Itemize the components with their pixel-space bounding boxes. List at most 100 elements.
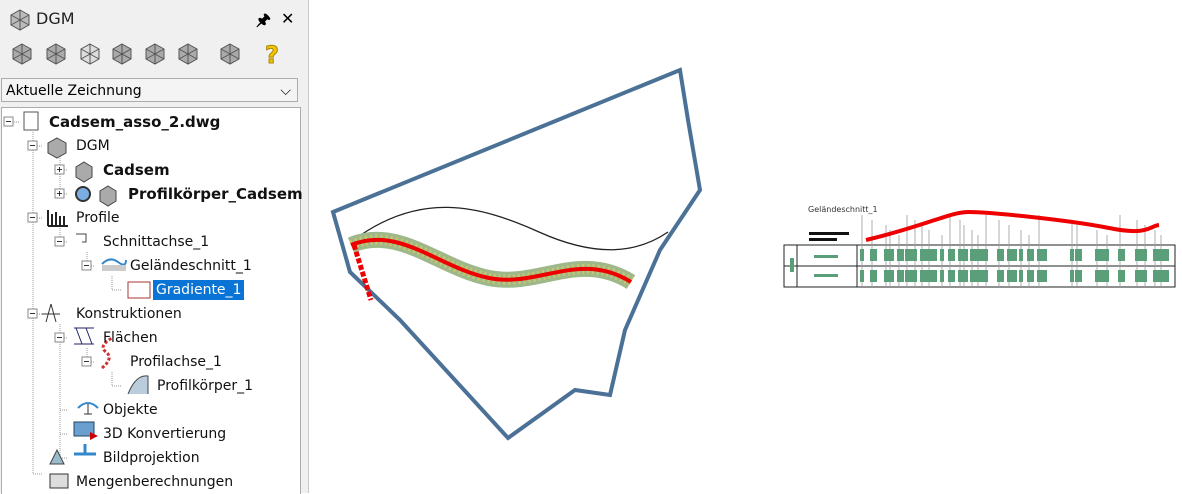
band-block — [927, 249, 937, 261]
drawing-dropdown[interactable]: Aktuelle Zeichnung ⌵ — [1, 78, 298, 102]
tree-lines — [3, 111, 151, 489]
band-block — [860, 270, 864, 282]
tree-item[interactable]: Cadsem — [103, 161, 170, 179]
profile-label: Geländeschnitt_1 — [808, 205, 878, 214]
band-marker — [814, 274, 838, 277]
profile-band — [783, 215, 1176, 288]
band-block — [970, 249, 977, 261]
band-block — [927, 270, 937, 282]
tree-item[interactable]: DGM — [76, 138, 110, 154]
band-block — [1159, 249, 1169, 261]
tool-icon-lines — [12, 44, 32, 64]
tree-item[interactable]: Bildprojektion — [103, 450, 200, 466]
panel-title: DGM — [36, 9, 75, 28]
tree-item[interactable]: Flächen — [103, 330, 158, 346]
band-block — [976, 270, 986, 282]
tool-icon-lines — [145, 44, 165, 64]
band-block — [1037, 249, 1047, 261]
tree-item[interactable]: Schnittachse_1 — [103, 234, 210, 250]
band-block — [1159, 270, 1169, 282]
band-block — [1019, 249, 1023, 261]
tree-item[interactable]: Profilkörper_1 — [157, 378, 254, 394]
band-block — [1118, 270, 1125, 282]
band-block — [1070, 249, 1074, 261]
band-block — [1143, 249, 1147, 261]
tool-icon-lines — [112, 44, 132, 64]
band-block — [976, 249, 986, 261]
band-block — [1105, 249, 1109, 261]
close-button[interactable]: ✕ — [281, 9, 295, 28]
band-block — [962, 270, 966, 282]
band-marker — [790, 258, 794, 272]
band-block — [888, 249, 892, 261]
band-block — [997, 249, 1004, 261]
band-block — [948, 249, 955, 261]
toolbar-button[interactable] — [78, 42, 102, 66]
band-block — [1007, 249, 1017, 261]
legend-bar — [809, 232, 849, 235]
tree-item[interactable]: 3D Konvertierung — [103, 426, 227, 442]
band-block — [997, 270, 1004, 282]
help-icon: ? — [265, 42, 279, 66]
band-block — [870, 249, 877, 261]
band-block — [1037, 270, 1047, 282]
start-section — [351, 244, 374, 301]
band-block — [913, 249, 917, 261]
toolbar-button[interactable] — [143, 42, 167, 66]
band-block — [1135, 270, 1145, 282]
toolbar-button[interactable] — [176, 42, 200, 66]
band-block — [860, 249, 864, 261]
cad-viewport: Geländeschnitt_1 — [330, 67, 1176, 441]
band-block — [1135, 249, 1145, 261]
tree-item[interactable]: Geländeschnitt_1 — [130, 258, 252, 274]
band-block — [940, 270, 944, 282]
band-marker — [814, 255, 838, 258]
band-block — [1027, 249, 1034, 261]
toolbar-button[interactable]: ? — [259, 42, 283, 66]
tool-icon-lines — [46, 44, 66, 64]
tree-item[interactable]: Cadsem_asso_2.dwg — [49, 113, 221, 131]
band-block — [897, 270, 904, 282]
toolbar-button[interactable] — [44, 42, 68, 66]
tree-item[interactable]: Profilkörper_Cadsem — [128, 185, 303, 203]
band-block — [897, 249, 904, 261]
band-block — [1007, 270, 1017, 282]
tree-item[interactable]: Objekte — [103, 402, 158, 418]
band-block — [1095, 249, 1105, 261]
tool-icon-lines — [178, 44, 198, 64]
band-block — [1105, 270, 1109, 282]
tool-icon-lines — [80, 44, 100, 64]
toolbar-button[interactable] — [110, 42, 134, 66]
terrain-boundary — [330, 67, 703, 441]
band-block — [948, 270, 955, 282]
band-block — [888, 270, 892, 282]
tree-item[interactable]: Gradiente_1 — [153, 280, 245, 300]
band-block — [984, 270, 988, 282]
band-block — [1153, 270, 1160, 282]
band-block — [984, 249, 988, 261]
band-grid — [784, 245, 1175, 287]
dgm-panel: DGM 🖈 ✕ ? Aktuelle Zeichnung ⌵ — [0, 0, 309, 494]
legend-bar — [809, 238, 837, 241]
toolbar-button[interactable] — [218, 42, 242, 66]
band-block — [905, 270, 915, 282]
band-block — [1095, 270, 1105, 282]
band-block — [1118, 249, 1125, 261]
band-block — [920, 249, 927, 261]
axis-curve — [350, 206, 669, 251]
tree-item[interactable]: Profile — [76, 210, 120, 226]
band-block — [970, 270, 977, 282]
band-block — [913, 270, 917, 282]
tree-item[interactable]: Mengenberechnungen — [76, 474, 234, 490]
band-block — [1075, 249, 1082, 261]
gradient-line — [350, 237, 633, 284]
toolbar-button[interactable] — [10, 42, 34, 66]
profile-gradient — [865, 209, 1160, 242]
tree-item[interactable]: Profilachse_1 — [130, 354, 222, 370]
pin-button[interactable]: 🖈 — [256, 10, 271, 29]
dropdown-text: Aktuelle Zeichnung — [6, 83, 142, 99]
tree-item[interactable]: Konstruktionen — [76, 306, 182, 322]
band-block — [1027, 270, 1034, 282]
band-block — [962, 249, 966, 261]
